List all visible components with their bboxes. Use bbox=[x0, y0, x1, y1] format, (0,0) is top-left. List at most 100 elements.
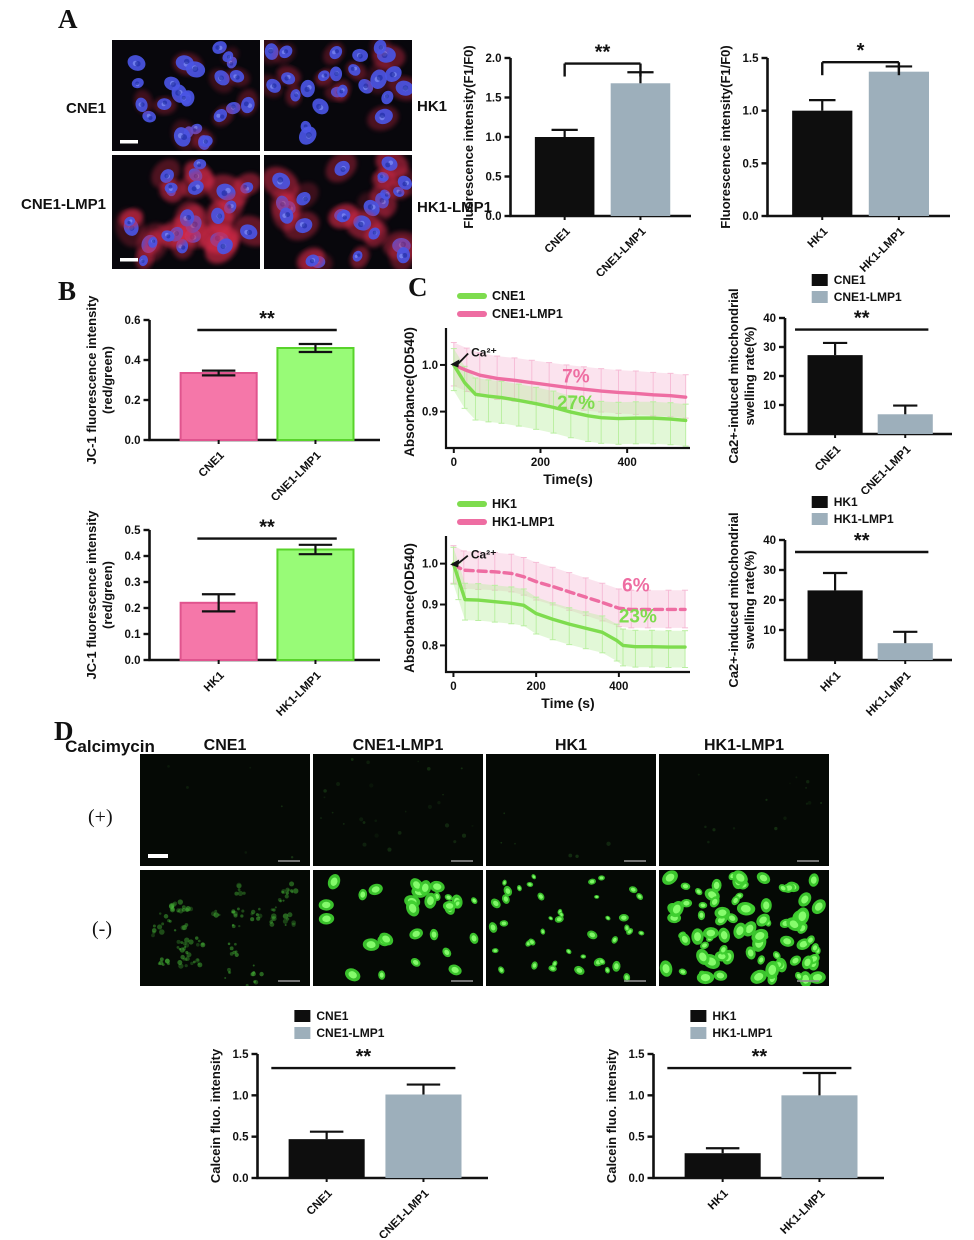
svg-text:0.0: 0.0 bbox=[125, 655, 141, 667]
chart-jc1-cne1: 0.0 0.2 0.4 0.6 JC-1 fluorescence intensity(… bbox=[84, 295, 380, 500]
svg-text:Absorbance(OD540): Absorbance(OD540) bbox=[402, 543, 417, 673]
chart-swelling-hk1: 10 20 30 40 Ca2+-induced mitochondrial swelli… bbox=[726, 495, 952, 719]
svg-text:1.0: 1.0 bbox=[743, 106, 759, 118]
fluoro-minus-cne1-lmp1 bbox=[313, 870, 483, 986]
svg-text:Calcein fluo. intensity: Calcein fluo. intensity bbox=[208, 1048, 223, 1183]
svg-text:1.5: 1.5 bbox=[629, 1049, 646, 1061]
svg-text:**: ** bbox=[259, 308, 275, 330]
svg-text:0.0: 0.0 bbox=[743, 211, 759, 223]
svg-text:0.3: 0.3 bbox=[125, 577, 141, 589]
svg-text:0.5: 0.5 bbox=[125, 525, 142, 537]
svg-text:HK1: HK1 bbox=[712, 1009, 736, 1023]
svg-text:0.6: 0.6 bbox=[125, 315, 141, 327]
svg-text:10: 10 bbox=[763, 400, 776, 412]
svg-text:20: 20 bbox=[763, 595, 776, 607]
svg-text:0.1: 0.1 bbox=[125, 629, 142, 641]
calcimycin-minus-label: (-) bbox=[92, 918, 112, 940]
micrograph-cne1 bbox=[112, 40, 260, 151]
svg-text:HK1-LMP1: HK1-LMP1 bbox=[778, 1187, 828, 1237]
svg-text:1.0: 1.0 bbox=[422, 360, 438, 372]
micrograph-hk1 bbox=[264, 40, 412, 151]
label-cne1-lmp1: CNE1-LMP1 bbox=[20, 196, 106, 213]
svg-text:CNE1: CNE1 bbox=[316, 1009, 348, 1023]
chart-swelling-cne1: 10 20 30 40 Ca2+-induced mitochondrial swelli… bbox=[726, 273, 952, 494]
svg-text:(red/green): (red/green) bbox=[100, 561, 115, 629]
fluoro-minus-hk1-lmp1 bbox=[659, 870, 829, 986]
svg-text:23%: 23% bbox=[619, 607, 657, 628]
svg-text:Fluorescence intensity(F1/F0): Fluorescence intensity(F1/F0) bbox=[718, 45, 733, 229]
d-col-hk1: HK1 bbox=[554, 737, 587, 754]
svg-text:HK1: HK1 bbox=[834, 495, 858, 509]
d-col-cne1-lmp1: CNE1-LMP1 bbox=[352, 737, 444, 754]
svg-text:CNE1-LMP1: CNE1-LMP1 bbox=[316, 1026, 384, 1040]
svg-text:HK1: HK1 bbox=[492, 497, 517, 511]
svg-text:CNE1: CNE1 bbox=[813, 443, 844, 474]
svg-text:JC-1 fluorescence intensity: JC-1 fluorescence intensity bbox=[84, 510, 99, 680]
svg-text:HK1: HK1 bbox=[806, 225, 831, 250]
d-col-hk1-lmp1: HK1-LMP1 bbox=[703, 737, 784, 754]
svg-text:0.9: 0.9 bbox=[422, 600, 438, 612]
svg-text:CNE1-LMP1: CNE1-LMP1 bbox=[269, 449, 324, 500]
svg-text:0.2: 0.2 bbox=[125, 395, 141, 407]
svg-text:HK1-LMP1: HK1-LMP1 bbox=[712, 1026, 772, 1040]
svg-text:1.0: 1.0 bbox=[422, 559, 438, 571]
svg-text:**: ** bbox=[854, 308, 870, 330]
svg-text:CNE1-LMP1: CNE1-LMP1 bbox=[492, 307, 563, 321]
svg-text:HK1: HK1 bbox=[202, 669, 227, 694]
svg-text:0.5: 0.5 bbox=[233, 1132, 250, 1144]
svg-text:CNE1-LMP1: CNE1-LMP1 bbox=[834, 290, 902, 304]
label-hk1-lmp1: HK1-LMP1 bbox=[417, 199, 493, 216]
svg-text:**: ** bbox=[259, 517, 275, 539]
label-cne1: CNE1 bbox=[65, 100, 106, 117]
calcimycin-header: Calcimycin bbox=[65, 737, 155, 756]
d-col-cne1: CNE1 bbox=[203, 737, 247, 754]
svg-text:**: ** bbox=[356, 1046, 372, 1068]
svg-text:Time (s): Time (s) bbox=[541, 695, 594, 711]
panel-c-letter: C bbox=[408, 272, 428, 302]
svg-text:HK1: HK1 bbox=[818, 669, 843, 694]
svg-text:1.5: 1.5 bbox=[486, 93, 503, 105]
svg-text:0.4: 0.4 bbox=[125, 355, 142, 367]
chart-fluorescence-cne1: 0.0 0.5 1.0 1.5 2.0 Fluorescence intensity(F1… bbox=[461, 42, 691, 276]
svg-text:HK1-LMP1: HK1-LMP1 bbox=[834, 512, 894, 526]
chart-fluorescence-hk1: 0.0 0.5 1.0 1.5 Fluorescence intensity(F1/F0… bbox=[718, 40, 950, 275]
fluoro-minus-hk1 bbox=[486, 870, 656, 986]
svg-text:**: ** bbox=[595, 42, 611, 64]
svg-text:Ca2+-induced mitochondrial: Ca2+-induced mitochondrial bbox=[726, 288, 741, 463]
svg-text:CNE1-LMP1: CNE1-LMP1 bbox=[594, 225, 649, 276]
svg-text:*: * bbox=[857, 40, 865, 62]
svg-text:Ca²⁺: Ca²⁺ bbox=[471, 346, 497, 360]
panel-a-letter: A bbox=[58, 4, 78, 34]
svg-text:6%: 6% bbox=[622, 575, 650, 596]
svg-text:10: 10 bbox=[763, 625, 776, 637]
svg-text:1.0: 1.0 bbox=[486, 132, 502, 144]
svg-text:200: 200 bbox=[527, 681, 546, 693]
svg-text:HK1: HK1 bbox=[706, 1187, 731, 1212]
calcimycin-plus-label: (+) bbox=[88, 806, 113, 828]
fluoro-plus-cne1 bbox=[140, 754, 310, 866]
svg-text:0: 0 bbox=[451, 457, 457, 469]
svg-text:1.0: 1.0 bbox=[629, 1090, 645, 1102]
svg-text:**: ** bbox=[854, 530, 870, 552]
chart-absorbance-hk1: 0 200 400 0.8 0.9 1.0 Time (s) Absorbance(OD540… bbox=[402, 497, 690, 711]
svg-text:40: 40 bbox=[763, 535, 776, 547]
svg-text:2.0: 2.0 bbox=[486, 53, 502, 65]
chart-calcein-hk1: 0.0 0.5 1.0 1.5 Calcein fluo. intensity HK1 HK… bbox=[604, 1009, 884, 1237]
svg-text:CNE1: CNE1 bbox=[543, 225, 574, 256]
chart-absorbance-cne1: 0 200 400 0.9 1.0 Time(s) Absorbance(OD540) CNE… bbox=[402, 289, 690, 487]
svg-text:CNE1: CNE1 bbox=[492, 289, 525, 303]
label-hk1: HK1 bbox=[417, 98, 448, 115]
svg-text:0.0: 0.0 bbox=[233, 1173, 249, 1185]
panel-b-letter: B bbox=[58, 276, 77, 306]
svg-text:swelling rate(%): swelling rate(%) bbox=[742, 551, 757, 650]
svg-text:7%: 7% bbox=[562, 367, 590, 388]
svg-text:0.5: 0.5 bbox=[486, 172, 503, 184]
svg-text:0.9: 0.9 bbox=[422, 407, 438, 419]
svg-text:1.5: 1.5 bbox=[743, 53, 760, 65]
svg-text:CNE1: CNE1 bbox=[197, 449, 228, 480]
svg-text:HK1-LMP1: HK1-LMP1 bbox=[492, 515, 555, 529]
svg-text:400: 400 bbox=[618, 457, 637, 469]
svg-text:Ca²⁺: Ca²⁺ bbox=[471, 548, 497, 562]
svg-text:0.2: 0.2 bbox=[125, 603, 141, 615]
